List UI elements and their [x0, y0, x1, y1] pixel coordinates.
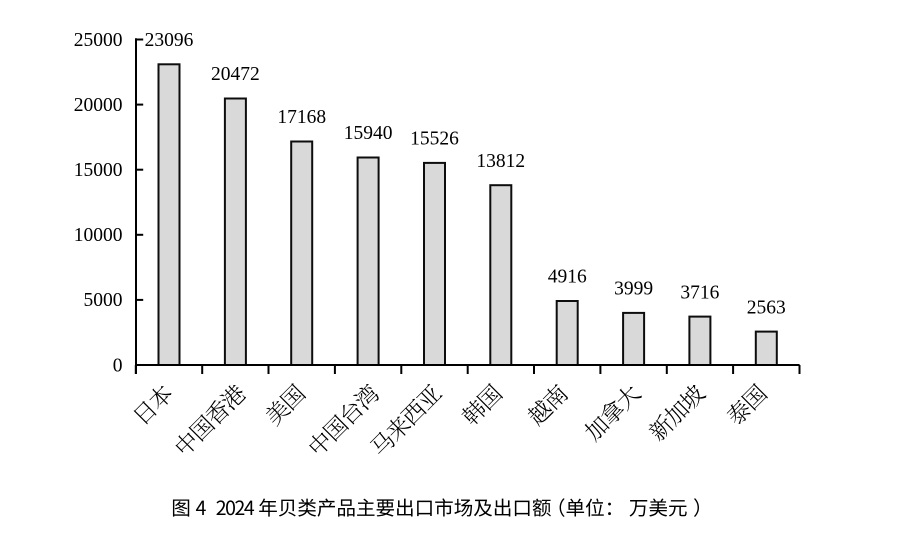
- svg-text:5000: 5000: [84, 290, 123, 311]
- svg-text:15000: 15000: [74, 160, 123, 181]
- svg-text:3716: 3716: [680, 282, 719, 303]
- svg-text:25000: 25000: [74, 30, 123, 51]
- svg-text:0: 0: [113, 355, 123, 376]
- svg-text:3999: 3999: [614, 279, 653, 300]
- svg-text:15526: 15526: [410, 129, 459, 150]
- svg-text:13812: 13812: [476, 151, 525, 172]
- svg-text:20000: 20000: [74, 95, 123, 116]
- svg-text:23096: 23096: [145, 30, 194, 51]
- svg-text:17168: 17168: [277, 107, 326, 128]
- svg-text:10000: 10000: [74, 225, 123, 246]
- svg-text:2563: 2563: [747, 297, 786, 318]
- svg-text:4916: 4916: [548, 267, 587, 288]
- svg-text:20472: 20472: [211, 64, 260, 85]
- svg-text:15940: 15940: [344, 123, 393, 144]
